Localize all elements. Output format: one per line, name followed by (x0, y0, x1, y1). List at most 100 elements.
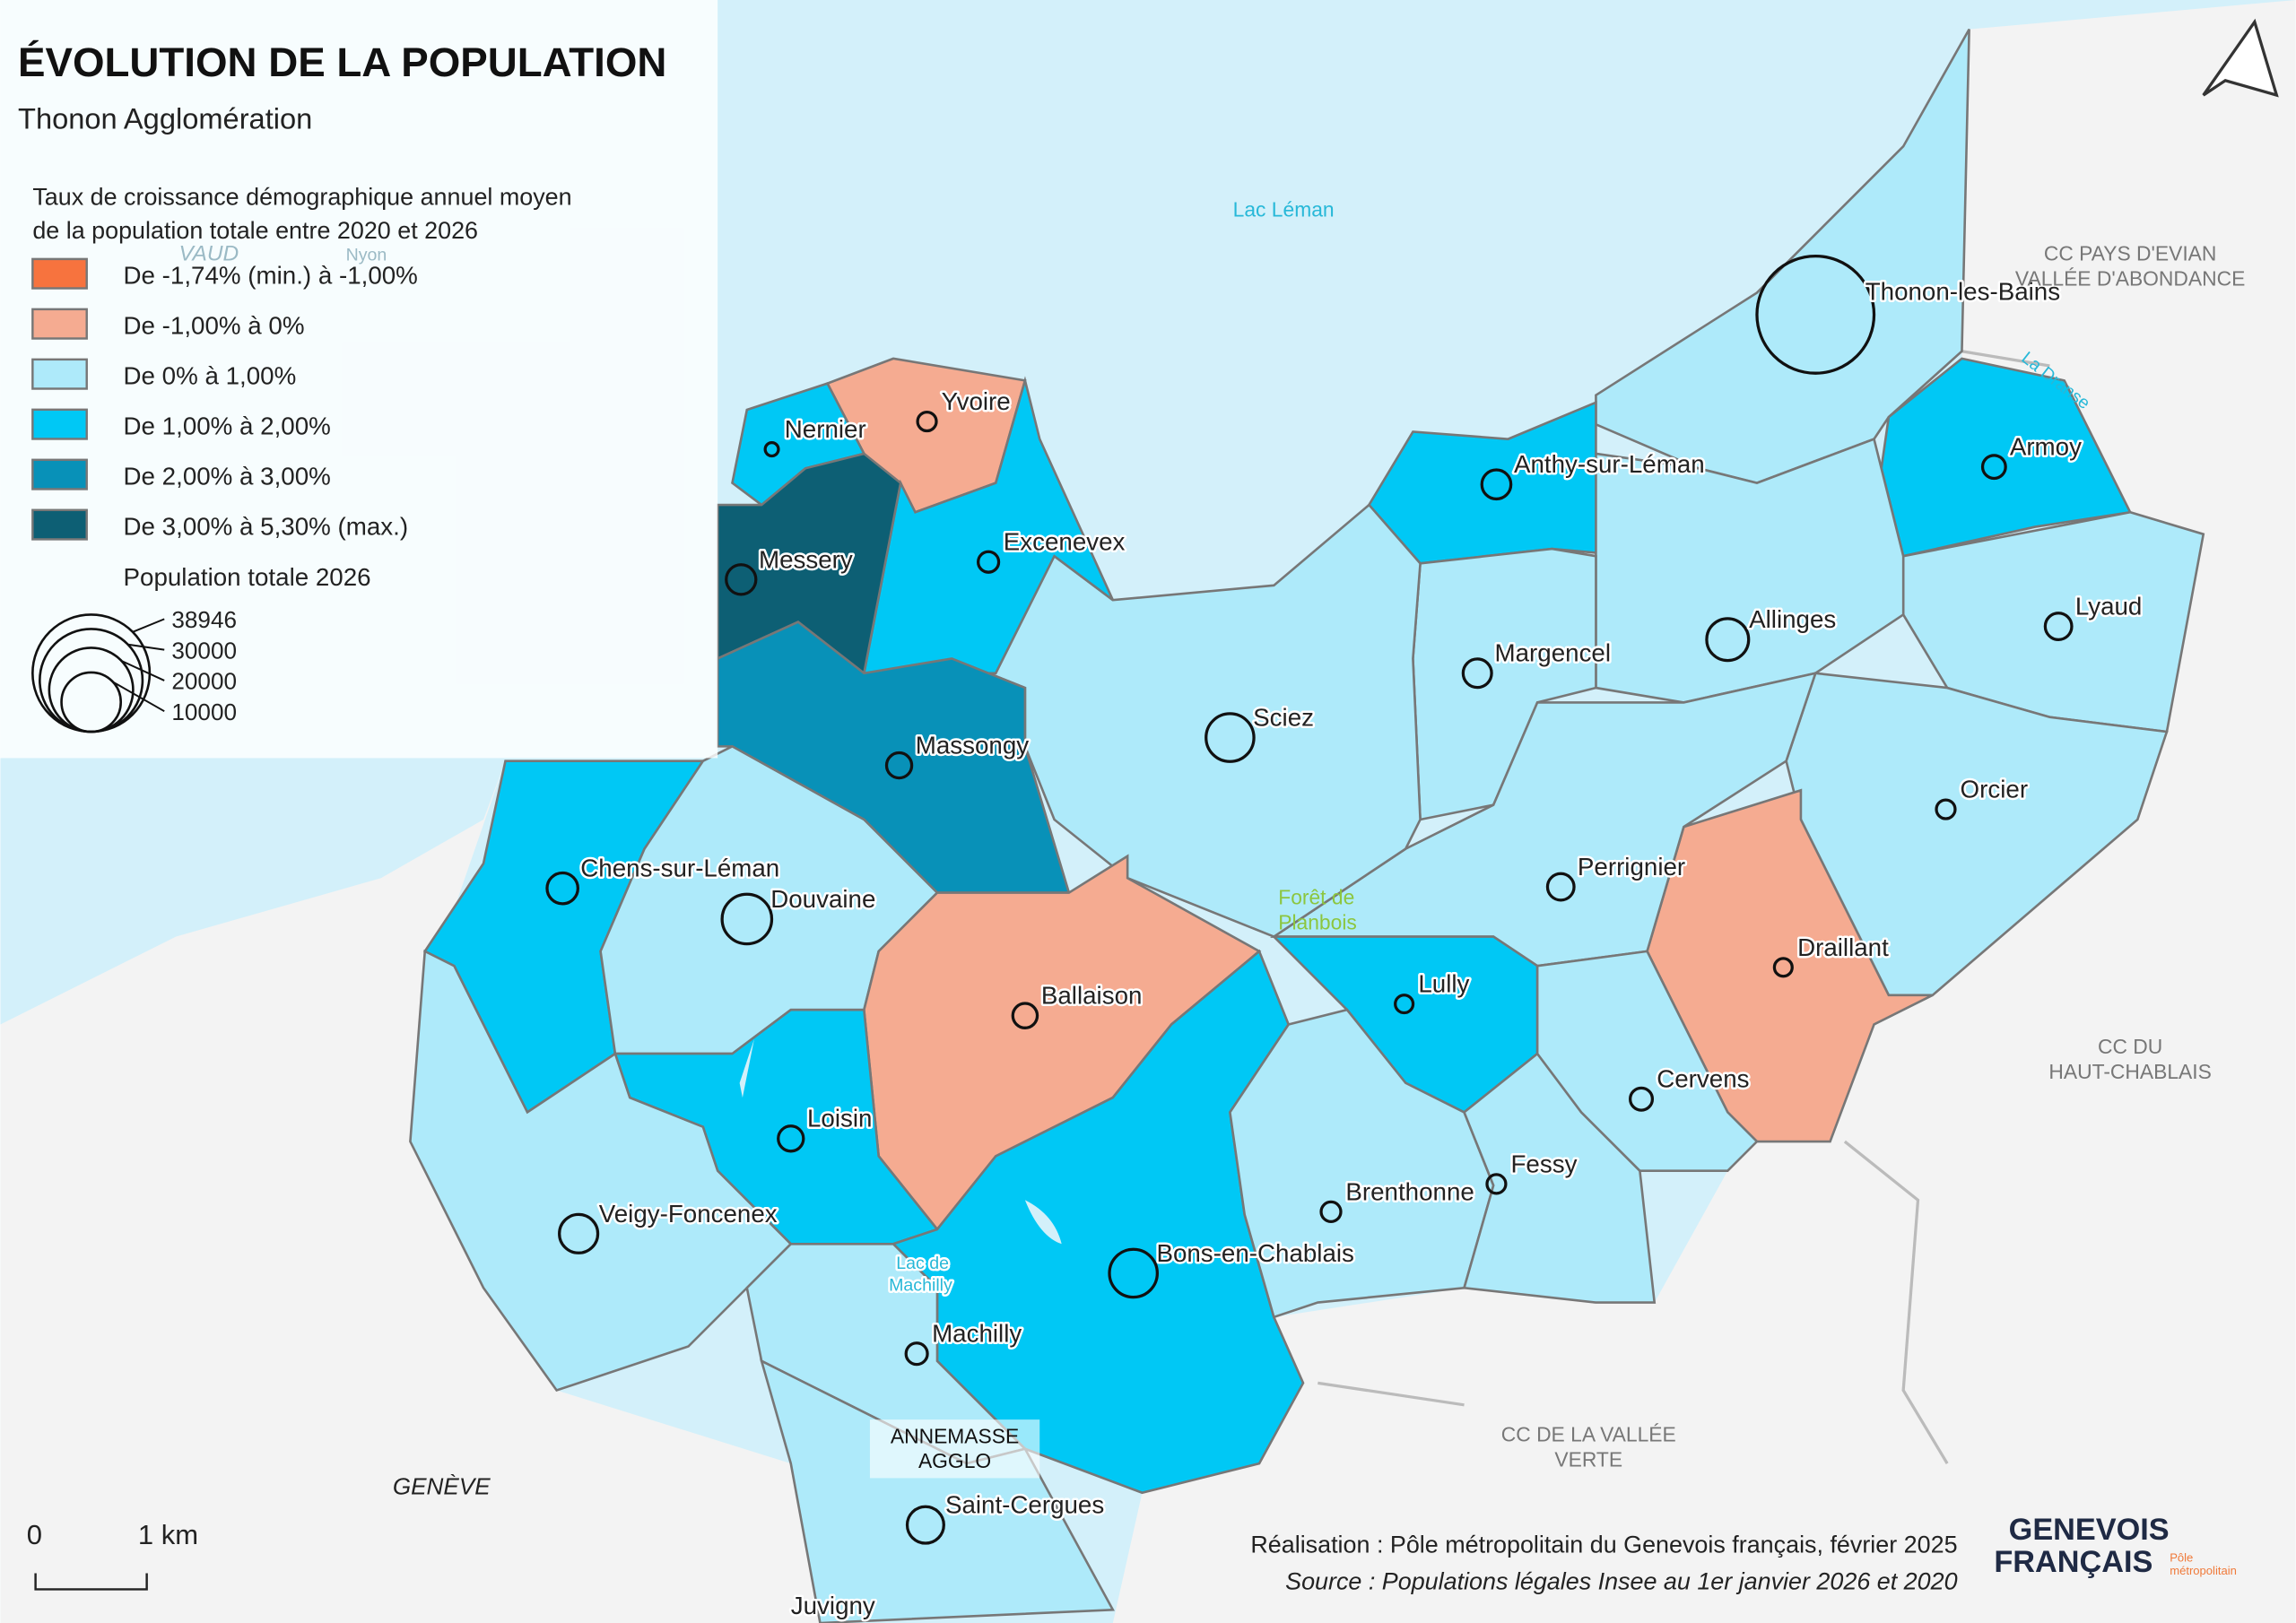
population-circle (777, 1124, 805, 1153)
map-subtitle: Thonon Agglomération (18, 102, 312, 135)
commune-label: Perrignier (1578, 853, 1685, 881)
legend-label: De 3,00% à 5,30% (max.) (124, 513, 409, 541)
population-circle (904, 1341, 929, 1367)
legend-circle (60, 671, 123, 733)
legend-label: De 1,00% à 2,00% (124, 412, 331, 440)
population-circle (1011, 1002, 1039, 1029)
population-circle (1461, 657, 1493, 690)
commune-label: Chens-sur-Léman (580, 855, 779, 882)
land-geneva (0, 760, 821, 1623)
logo-text: FRANÇAIS (1994, 1545, 2152, 1579)
legend-size-label: 20000 (171, 668, 237, 695)
population-circle (763, 441, 780, 458)
commune-area (862, 376, 1115, 675)
legend-swatch (31, 257, 88, 290)
legend-panel (0, 0, 718, 759)
population-circle (2043, 612, 2074, 641)
commune-label: Machilly (932, 1320, 1022, 1348)
commune-label: Juvigny (791, 1592, 875, 1619)
commune-label: Saint-Cergues (945, 1491, 1104, 1519)
neighbour-boundary (1318, 350, 2050, 1464)
labels: Thonon-les-Bains Armoy Lyaud Anthy-sur-Léma… (18, 39, 2245, 1622)
commune-label: Lully (1418, 970, 1469, 998)
population-circle (1480, 468, 1513, 501)
commune-area (1535, 950, 1759, 1172)
neighbour-label: ANNEMASSE (891, 1424, 1019, 1447)
town-label: Nyon (346, 246, 387, 265)
population-circle (1772, 957, 1794, 978)
population-circle (725, 563, 758, 596)
population-circle (1545, 872, 1576, 902)
neighbour-label: CC DE LA VALLÉE (1501, 1423, 1676, 1446)
population-circle (720, 892, 774, 946)
commune-label: Bons-en-Chablais (1156, 1239, 1353, 1267)
map-title: ÉVOLUTION DE LA POPULATION (18, 39, 666, 85)
commune-label: Excenevex (1004, 528, 1126, 556)
neighbour-label: VERTE (1554, 1447, 1622, 1471)
north-arrow (2202, 18, 2279, 98)
population-circle (1394, 994, 1415, 1015)
commune-label: Orcier (1961, 775, 2029, 803)
legend-swatch (31, 358, 88, 390)
commune-label: Thonon-les-Bains (1866, 278, 2060, 306)
commune-label: Massongy (916, 732, 1030, 759)
commune-label: Lyaud (2075, 592, 2143, 620)
population-circle (884, 751, 914, 780)
commune-label: Brenthonne (1345, 1177, 1474, 1205)
scale-bar (34, 1573, 148, 1591)
legend-leader (119, 659, 165, 681)
neighbour-label: VALLÉE D'ABONDANCE (2015, 266, 2245, 290)
logo-text: GENEVOIS (2009, 1513, 2170, 1547)
population-circle (1935, 798, 1957, 820)
commune-label: Douvaine (770, 885, 875, 913)
legend-size-label: 38946 (171, 606, 237, 633)
legend-size-title: Population totale 2026 (124, 563, 371, 591)
communes (409, 29, 2205, 1623)
commune-label: Cervens (1657, 1065, 1749, 1093)
legend-size-label: 30000 (171, 637, 237, 664)
commune-label: Allinges (1749, 605, 1836, 633)
legend-swatch (31, 408, 88, 440)
legend-label: De 2,00% à 3,00% (124, 463, 331, 490)
population-circle (1205, 712, 1256, 763)
commune-area (760, 1358, 1115, 1623)
neighbour-label: AGGLO (918, 1449, 991, 1472)
neighbour-label: CC DU (2098, 1035, 2162, 1058)
lake-label: Machilly (889, 1276, 952, 1296)
credits: Réalisation : Pôle métropolitain du Gene… (1250, 1532, 1957, 1558)
population-circle (1705, 617, 1751, 663)
legend-leader (126, 643, 165, 651)
neighbour-label: HAUT-CHABLAIS (2048, 1060, 2211, 1083)
commune-label: Yvoire (942, 387, 1011, 415)
commune-label: Loisin (807, 1105, 872, 1133)
legend-label: De 0% à 1,00% (124, 362, 297, 390)
logo-tag: métropolitain (2170, 1564, 2237, 1577)
legend-leader (131, 618, 165, 633)
legend-leader (111, 680, 165, 713)
commune-label: Veigy-Foncenex (599, 1200, 778, 1228)
forest-label: Forêt de (1278, 886, 1354, 909)
population-circle (916, 410, 938, 433)
scale-label: 0 (27, 1519, 42, 1550)
population-circle (1108, 1247, 1159, 1299)
legend-title: Taux de croissance démographique annuel … (32, 183, 571, 210)
legend-swatch (31, 308, 88, 340)
population-circle (558, 1212, 600, 1254)
legend-label: De -1,74% (min.) à -1,00% (124, 262, 418, 290)
commune-label: Sciez (1253, 704, 1314, 732)
commune-label: Fessy (1511, 1150, 1578, 1177)
population-circle (1980, 454, 2007, 481)
legend-title: de la population totale entre 2020 et 20… (32, 217, 478, 244)
legend-label: De -1,00% à 0% (124, 312, 305, 340)
legend-swatch (31, 508, 88, 541)
scale-label: 1 km (138, 1519, 198, 1550)
land-east (1112, 0, 2296, 1623)
country-label: GENÈVE (393, 1472, 491, 1499)
population-circle (905, 1505, 945, 1545)
lake-label: Lac de (896, 1254, 949, 1273)
country-label: VAUD (179, 242, 239, 266)
population-circle (1485, 1173, 1508, 1195)
legend-swatch (31, 458, 88, 490)
commune-label: Armoy (2010, 433, 2082, 461)
